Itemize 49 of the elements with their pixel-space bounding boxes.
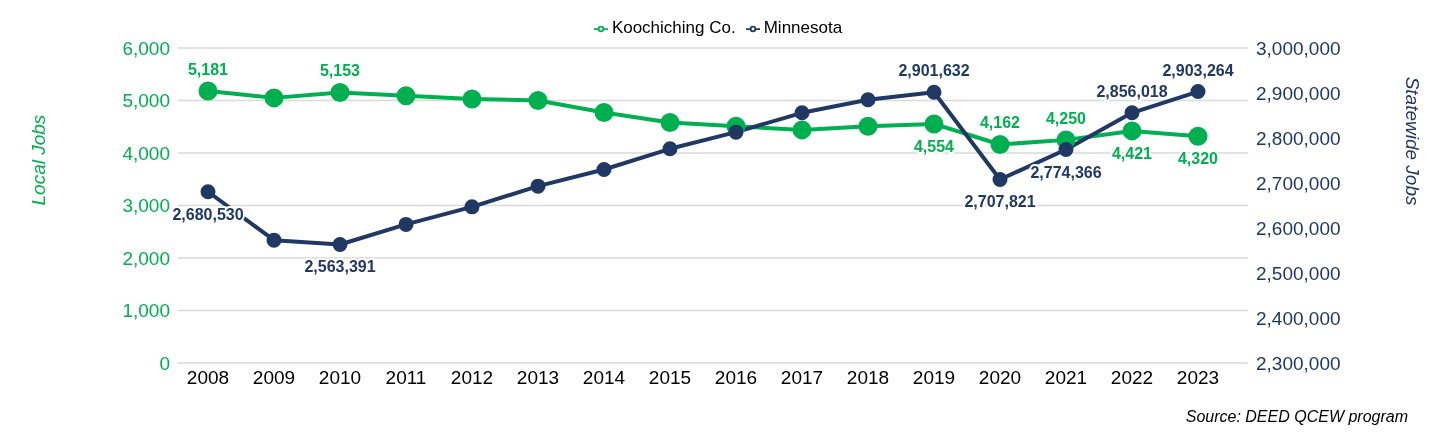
data-label: 2,774,366	[1030, 163, 1102, 181]
x-tick-label: 2012	[450, 367, 494, 389]
data-label: 2,856,018	[1096, 82, 1168, 100]
x-tick-label: 2009	[252, 367, 296, 389]
source-note: Source: DEED QCEW program	[1184, 408, 1408, 426]
data-label: 5,153	[319, 62, 361, 80]
x-tick-label: 2010	[318, 367, 362, 389]
y2-tick-label: 2,400,000	[1256, 307, 1341, 329]
y-tick-label: 1,000	[122, 300, 170, 322]
y-axis-title: Local Jobs	[27, 114, 49, 206]
data-label: 4,250	[1045, 109, 1087, 127]
y2-tick-label: 2,500,000	[1256, 262, 1341, 284]
legend-label: Koochiching Co.	[611, 18, 736, 37]
y2-tick-label: 2,800,000	[1256, 127, 1341, 149]
data-label: 2,707,821	[964, 193, 1036, 211]
y-tick-label: 6,000	[122, 37, 170, 59]
data-label: 4,320	[1177, 150, 1219, 168]
legend-label: Minnesota	[763, 18, 843, 37]
data-label: 4,554	[913, 137, 955, 155]
y2-tick-label: 2,900,000	[1256, 82, 1341, 104]
x-tick-label: 2014	[582, 367, 626, 389]
y2-tick-label: 2,700,000	[1256, 172, 1341, 194]
x-tick-label: 2011	[385, 367, 427, 389]
x-tick-label: 2023	[1176, 367, 1220, 389]
y-tick-label: 3,000	[122, 195, 170, 217]
x-tick-label: 2015	[648, 367, 692, 389]
data-label: 2,563,391	[304, 258, 376, 276]
x-tick-label: 2008	[186, 367, 230, 389]
x-tick-label: 2020	[978, 367, 1022, 389]
y-tick-label: 5,000	[122, 90, 170, 112]
data-label: 2,901,632	[898, 62, 970, 80]
y2-tick-label: 2,600,000	[1256, 217, 1341, 239]
x-tick-label: 2017	[780, 367, 824, 389]
y2-tick-label: 3,000,000	[1256, 37, 1341, 59]
x-tick-label: 2018	[846, 367, 890, 389]
y2-axis-title: Statewide Jobs	[1402, 76, 1424, 206]
x-tick-label: 2016	[714, 367, 758, 389]
y2-tick-label: 2,300,000	[1256, 352, 1341, 374]
data-label: 4,162	[979, 114, 1021, 132]
y-tick-label: 0	[159, 352, 170, 374]
x-tick-label: 2021	[1044, 367, 1088, 389]
x-tick-label: 2019	[912, 367, 956, 389]
x-tick-label: 2013	[516, 367, 560, 389]
y-tick-label: 4,000	[122, 142, 170, 164]
y-tick-label: 2,000	[122, 247, 170, 269]
data-label: 5,181	[187, 61, 229, 78]
x-tick-label: 2022	[1110, 367, 1154, 389]
data-label: 4,421	[1111, 144, 1153, 162]
data-label: 2,903,264	[1162, 61, 1234, 79]
